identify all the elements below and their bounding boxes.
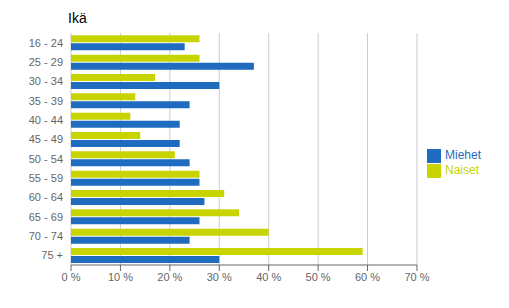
svg-text:16 - 24: 16 - 24 xyxy=(29,37,63,49)
html-text:Miehet: Miehet xyxy=(445,148,481,163)
svg-text:75 +: 75 + xyxy=(41,249,63,261)
svg-text:50 %: 50 % xyxy=(306,271,331,283)
html-text:Ikä: Ikä xyxy=(68,10,87,26)
svg-text:50 - 54: 50 - 54 xyxy=(29,153,63,165)
svg-text:40 - 44: 40 - 44 xyxy=(29,114,63,126)
svg-text:35 - 39: 35 - 39 xyxy=(29,95,63,107)
svg-text:45 - 49: 45 - 49 xyxy=(29,133,63,145)
svg-text:70 - 74: 70 - 74 xyxy=(29,230,63,242)
svg-text:30 - 34: 30 - 34 xyxy=(29,75,63,87)
svg-text:0 %: 0 % xyxy=(62,271,81,283)
svg-text:70 %: 70 % xyxy=(404,271,429,283)
svg-text:60 %: 60 % xyxy=(355,271,380,283)
svg-text:40 %: 40 % xyxy=(256,271,281,283)
svg-text:25 - 29: 25 - 29 xyxy=(29,56,63,68)
html-text:Naiset: Naiset xyxy=(445,163,479,177)
svg-text:10 %: 10 % xyxy=(108,271,133,283)
svg-text:20 %: 20 % xyxy=(157,271,182,283)
svg-text:60 - 64: 60 - 64 xyxy=(29,191,63,203)
svg-text:30 %: 30 % xyxy=(207,271,232,283)
svg-text:65 - 69: 65 - 69 xyxy=(29,211,63,223)
svg-text:55 - 59: 55 - 59 xyxy=(29,172,63,184)
